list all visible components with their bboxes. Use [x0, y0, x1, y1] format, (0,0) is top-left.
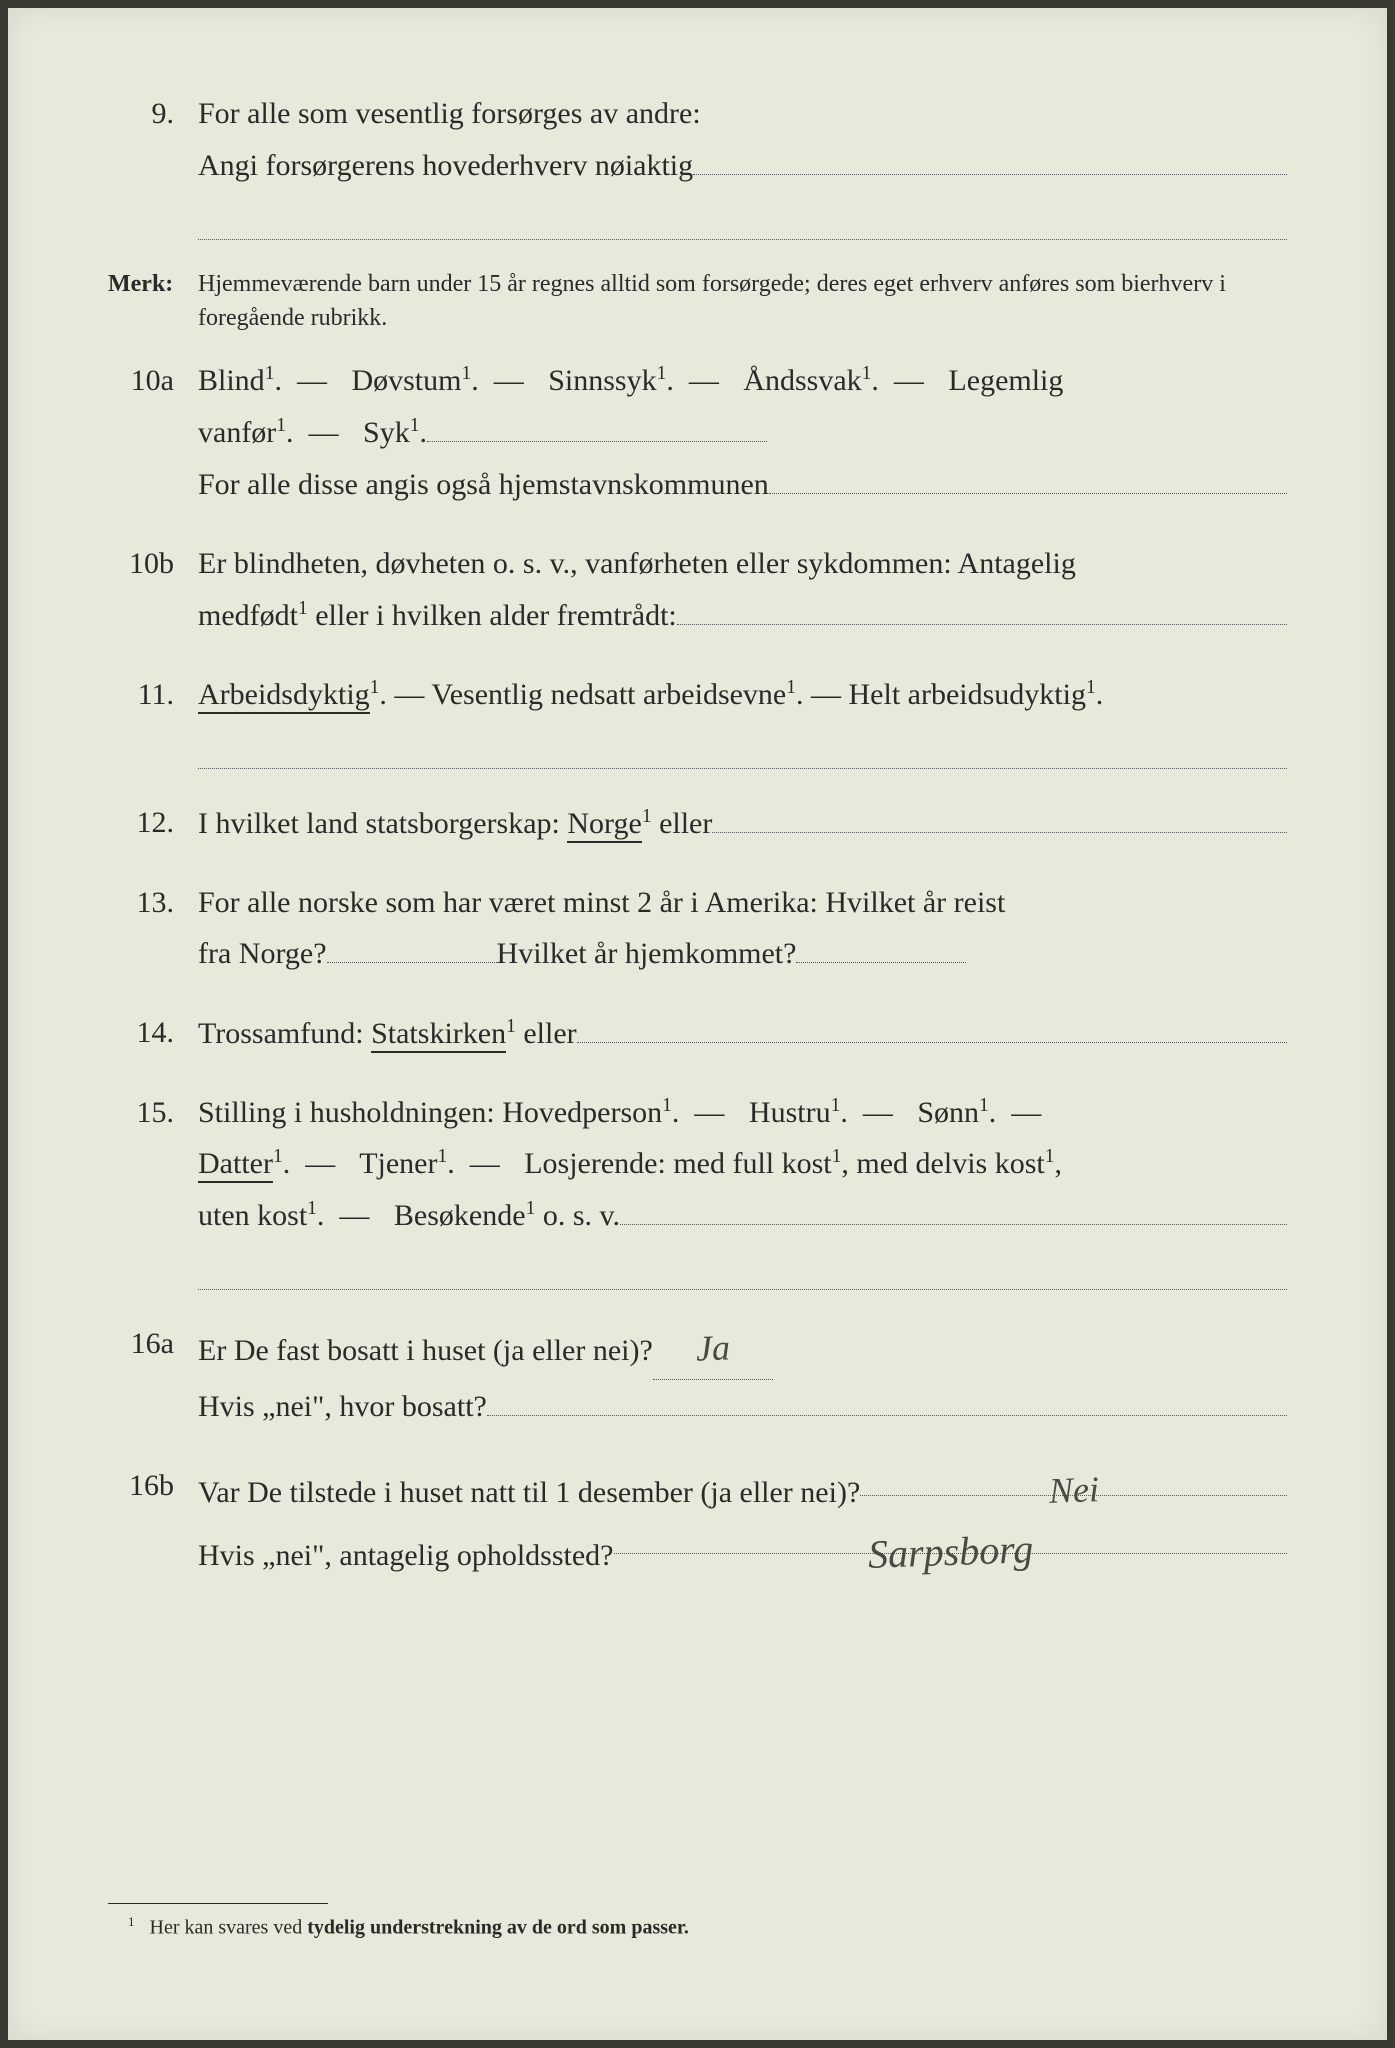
q10a-number: 10a — [108, 355, 198, 510]
q10b-number: 10b — [108, 538, 198, 641]
q13-line1: For alle norske som har været minst 2 år… — [198, 877, 1287, 928]
footnote-text: Her kan svares ved tydelig understreknin… — [150, 1917, 689, 1939]
question-16a: 16a Er De fast bosatt i huset (ja eller … — [108, 1318, 1287, 1432]
footnote: 1 Her kan svares ved tydelig understrekn… — [108, 1903, 1287, 1940]
q16b-number: 16b — [108, 1460, 198, 1581]
footnote-rule — [108, 1903, 328, 1904]
q9-line1: For alle som vesentlig forsørges av andr… — [198, 88, 1287, 139]
q12-opt-underlined: Norge — [567, 807, 641, 843]
question-16b: 16b Var De tilstede i huset natt til 1 d… — [108, 1460, 1287, 1581]
question-11: 11. Arbeidsdyktig1. — Vesentlig nedsatt … — [108, 669, 1287, 769]
q14-number: 14. — [108, 1007, 198, 1059]
q13-blank1[interactable] — [327, 962, 497, 963]
q16a-answer1[interactable]: Ja — [653, 1318, 773, 1380]
q9-number: 9. — [108, 88, 198, 240]
question-9: 9. For alle som vesentlig forsørges av a… — [108, 88, 1287, 240]
question-14: 14. Trossamfund: Statskirken1 eller — [108, 1007, 1287, 1059]
question-10b: 10b Er blindheten, døvheten o. s. v., va… — [108, 538, 1287, 641]
q10a-line3: For alle disse angis også hjemstavnskomm… — [198, 459, 769, 510]
q10a-blank2[interactable] — [769, 458, 1287, 494]
q15-datter-underlined: Datter — [198, 1147, 273, 1183]
q16a-blank[interactable] — [487, 1380, 1287, 1416]
q15-number: 15. — [108, 1087, 198, 1290]
q10b-blank[interactable] — [677, 589, 1287, 625]
q14-opt-underlined: Statskirken — [371, 1017, 506, 1053]
q16a-line1: Er De fast bosatt i huset (ja eller nei)… — [198, 1325, 653, 1376]
q13-number: 13. — [108, 877, 198, 979]
q15-line2: Datter1. — Tjener1. — Losjerende: med fu… — [198, 1138, 1287, 1189]
q12-number: 12. — [108, 797, 198, 849]
q13-blank2[interactable] — [796, 962, 966, 963]
q10a-line1: Blind1. — Døvstum1. — Sinnssyk1. — Åndss… — [198, 355, 1287, 406]
q16b-line1: Var De tilstede i huset natt til 1 desem… — [198, 1467, 860, 1518]
q11-opt1-underlined: Arbeidsdyktig — [198, 678, 370, 714]
question-13: 13. For alle norske som har været minst … — [108, 877, 1287, 979]
q11-number: 11. — [108, 669, 198, 769]
census-form-page: 9. For alle som vesentlig forsørges av a… — [8, 8, 1387, 2040]
q15-blank2[interactable] — [198, 1245, 1287, 1290]
note-merk: Merk: Hjemmeværende barn under 15 år reg… — [108, 268, 1287, 335]
q16b-line2: Hvis „nei", antagelig opholdssted? — [198, 1530, 614, 1581]
q10a-blank[interactable] — [427, 406, 767, 442]
q11-blank[interactable] — [198, 724, 1287, 769]
q9-line2: Angi forsørgerens hovederhverv nøiaktig — [198, 140, 693, 191]
q15-blank[interactable] — [620, 1189, 1287, 1225]
merk-label: Merk: — [108, 268, 198, 335]
question-12: 12. I hvilket land statsborgerskap: Norg… — [108, 797, 1287, 849]
q10b-line1: Er blindheten, døvheten o. s. v., vanfør… — [198, 538, 1287, 589]
q12-blank[interactable] — [712, 797, 1287, 833]
q16b-answer1[interactable]: Nei — [860, 1460, 1287, 1496]
q14-blank[interactable] — [577, 1007, 1287, 1043]
q16a-number: 16a — [108, 1318, 198, 1432]
q16b-answer2[interactable]: Sarpsborg — [614, 1518, 1288, 1554]
q9-blank2[interactable] — [198, 195, 1287, 240]
question-10a: 10a Blind1. — Døvstum1. — Sinnssyk1. — Å… — [108, 355, 1287, 510]
footnote-marker: 1 — [128, 1914, 135, 1929]
q16a-line2: Hvis „nei", hvor bosatt? — [198, 1381, 487, 1432]
merk-text: Hjemmeværende barn under 15 år regnes al… — [198, 268, 1287, 335]
q10b-line2: medfødt1 eller i hvilken alder fremtrådt… — [198, 590, 677, 641]
q15-line3: uten kost1. — Besøkende1 o. s. v. — [198, 1189, 1287, 1241]
q11-options: Arbeidsdyktig1. — Vesentlig nedsatt arbe… — [198, 669, 1287, 720]
q9-blank[interactable] — [693, 139, 1287, 175]
q15-line1: Stilling i husholdningen: Hovedperson1. … — [198, 1087, 1287, 1138]
q10a-line2: vanfør1. — Syk1. — [198, 406, 1287, 458]
question-15: 15. Stilling i husholdningen: Hovedperso… — [108, 1087, 1287, 1290]
